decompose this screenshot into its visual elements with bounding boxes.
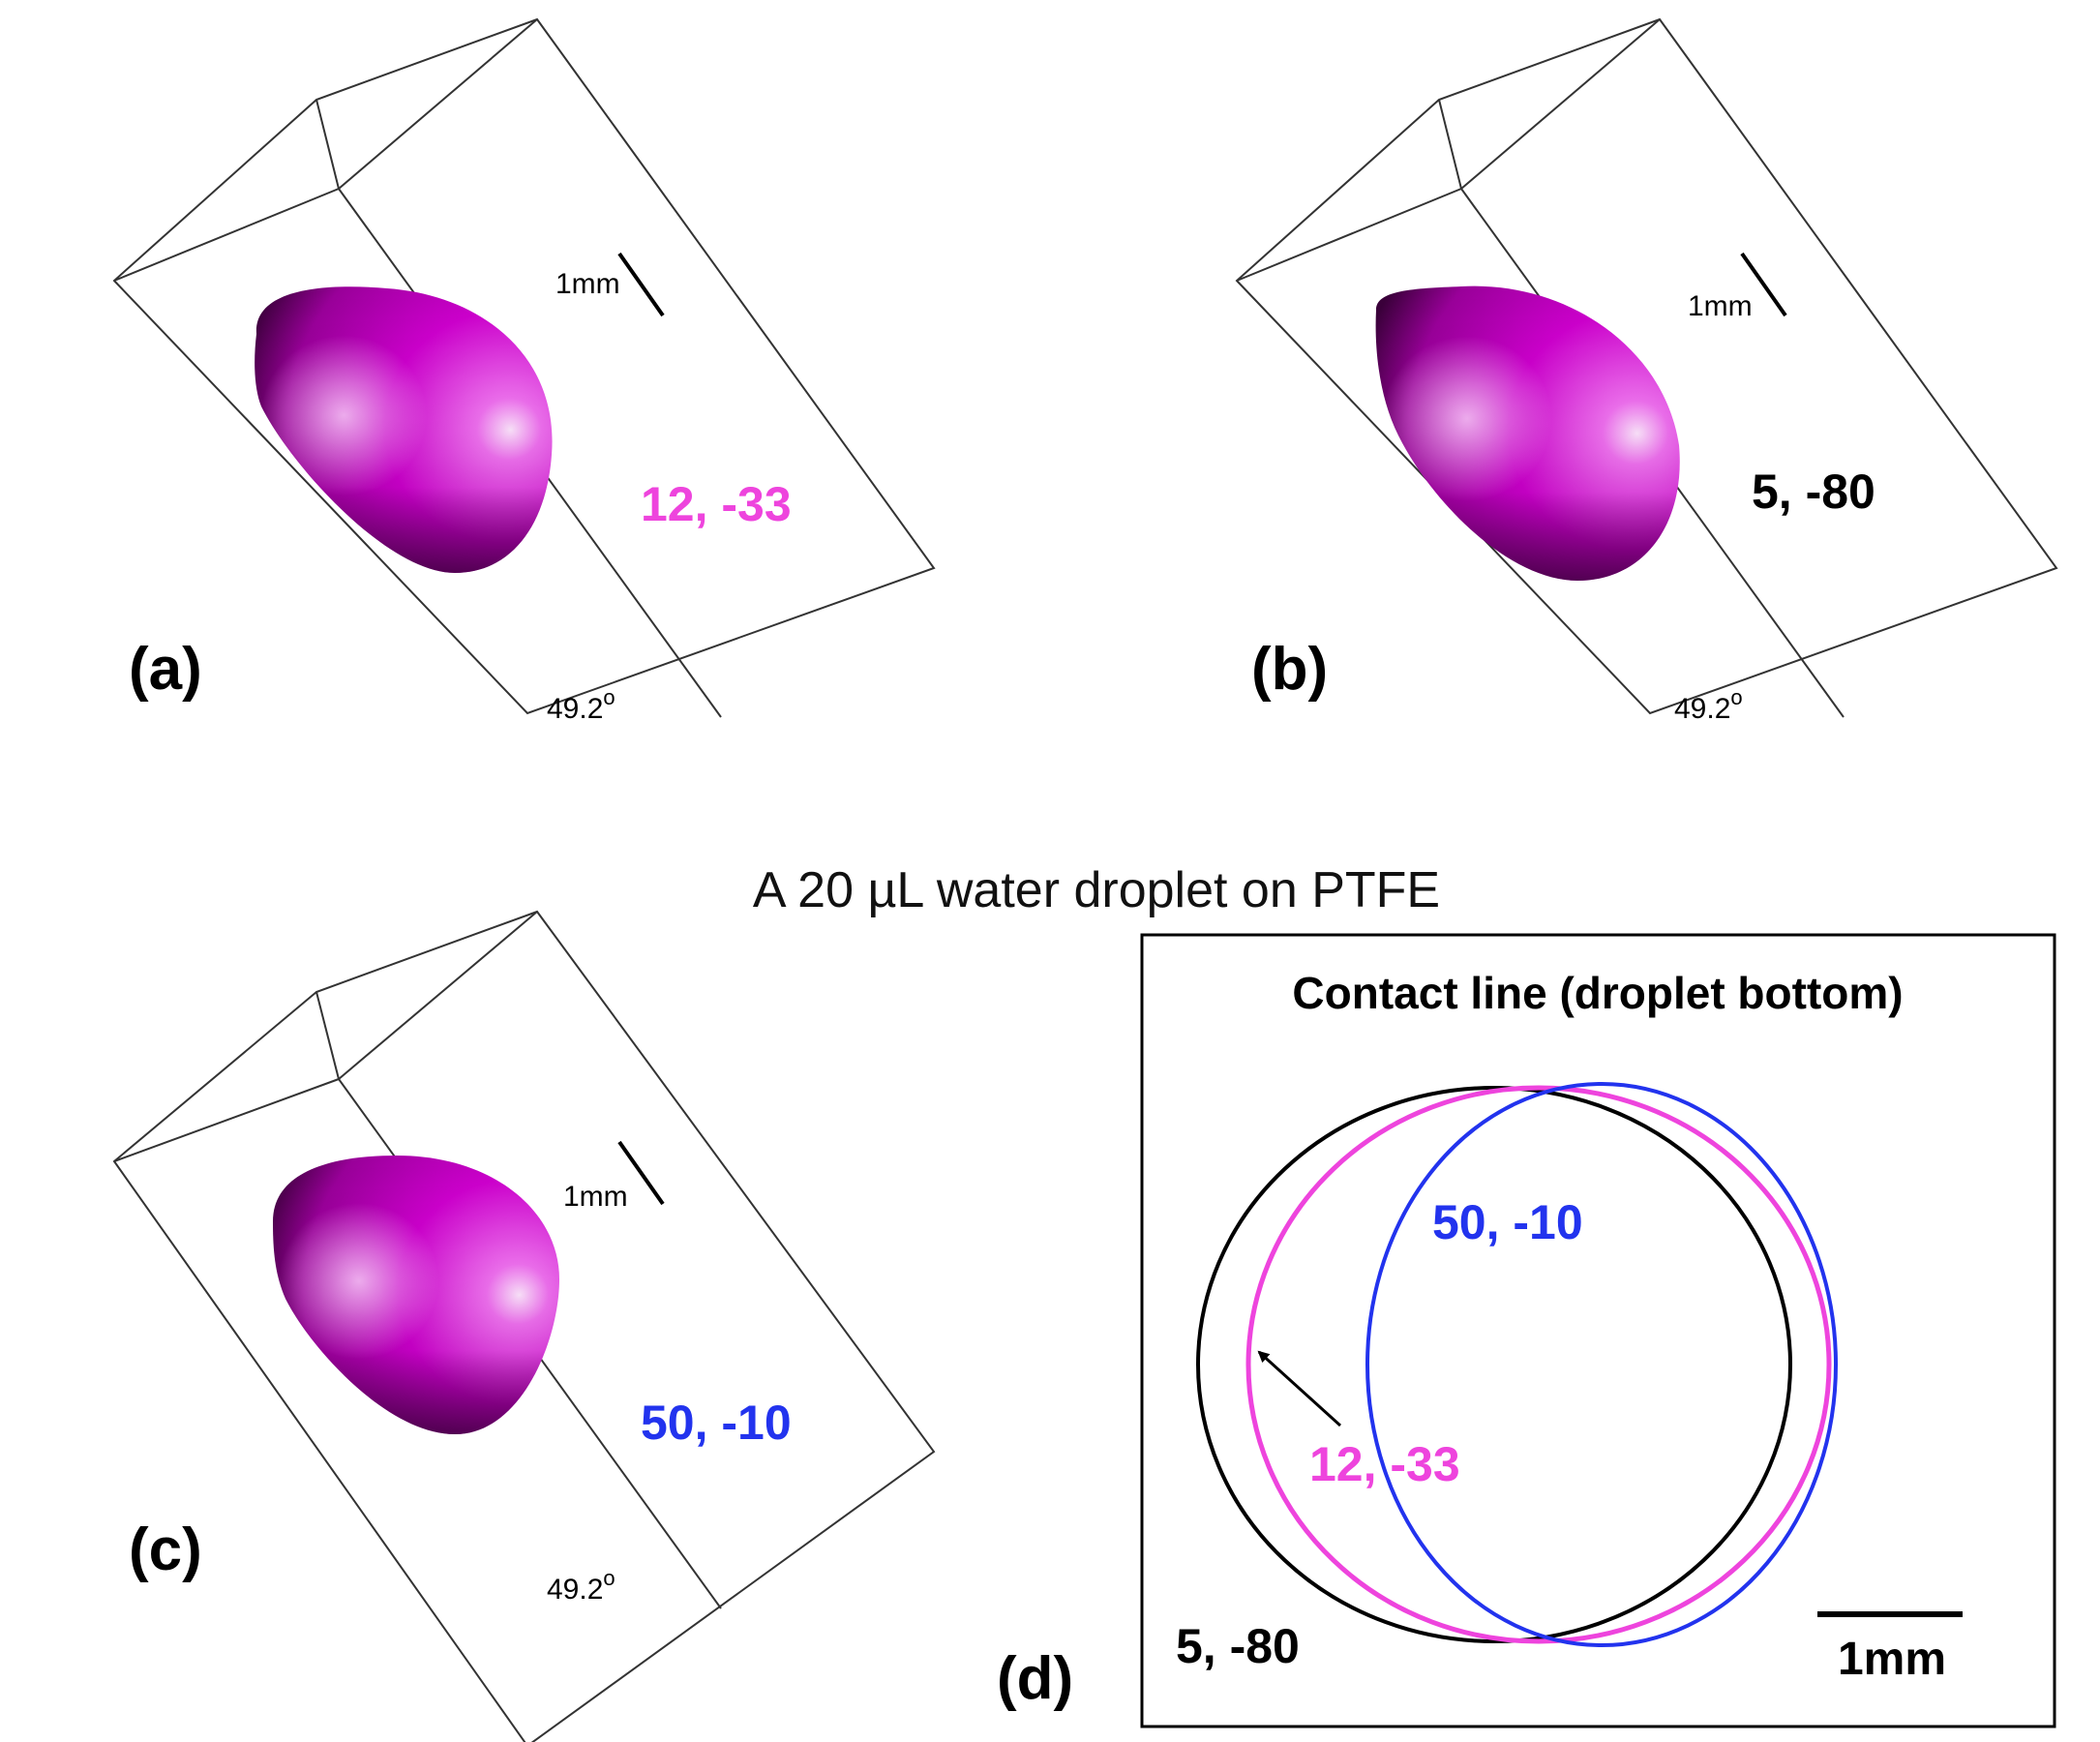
angle-label: 49.2o (547, 685, 615, 725)
contact-panel-title: Contact line (droplet bottom) (1292, 968, 1903, 1018)
scale-label: 1mm (563, 1181, 628, 1213)
scale-bar: 1mm (1688, 252, 1787, 322)
curve-label-12-33: 12, -33 (1309, 1437, 1460, 1491)
pair-label: 12, -33 (641, 477, 792, 531)
angle-label: 49.2o (1674, 685, 1743, 725)
droplet-shape (255, 286, 553, 573)
contact-line-12-33 (1245, 1085, 1832, 1644)
panel-letter: (c) (129, 1517, 202, 1583)
panel-letter: (b) (1251, 636, 1328, 703)
scale-label: 1mm (1688, 290, 1753, 322)
scale-bar: 1mm (563, 1140, 665, 1213)
scale-label: 1mm (1838, 1634, 1946, 1685)
contact-panel-frame (1140, 933, 2056, 1728)
panel-b: 1mm 5, -80 49.2o (b) (1235, 17, 2058, 725)
scale-bar: 1mm (1817, 1611, 1963, 1685)
contact-line-50-10 (1365, 1082, 1838, 1647)
shift-arrow (1257, 1350, 1342, 1427)
droplet-shape (273, 1156, 559, 1434)
droplet-shape (1375, 285, 1680, 581)
panel-a: 1mm 12, -33 49.2o (a) (112, 17, 936, 725)
panel-d: Contact line (droplet bottom) 50, -10 12… (997, 933, 2056, 1728)
bounding-box (1235, 17, 2058, 718)
curve-label-50-10: 50, -10 (1432, 1195, 1583, 1249)
scale-label: 1mm (555, 268, 620, 300)
figure-caption: A 20 µL water droplet on PTFE (753, 862, 1440, 918)
curve-label-5-80: 5, -80 (1176, 1619, 1300, 1673)
contact-line-5-80 (1196, 1086, 1792, 1643)
pair-label: 5, -80 (1752, 465, 1875, 519)
angle-label: 49.2o (547, 1566, 615, 1606)
pair-label: 50, -10 (641, 1396, 792, 1450)
scale-bar: 1mm (555, 252, 665, 317)
panel-letter: (d) (997, 1645, 1073, 1712)
panel-c: 1mm 50, -10 49.2o (c) (112, 910, 936, 1742)
panel-letter: (a) (129, 636, 202, 703)
